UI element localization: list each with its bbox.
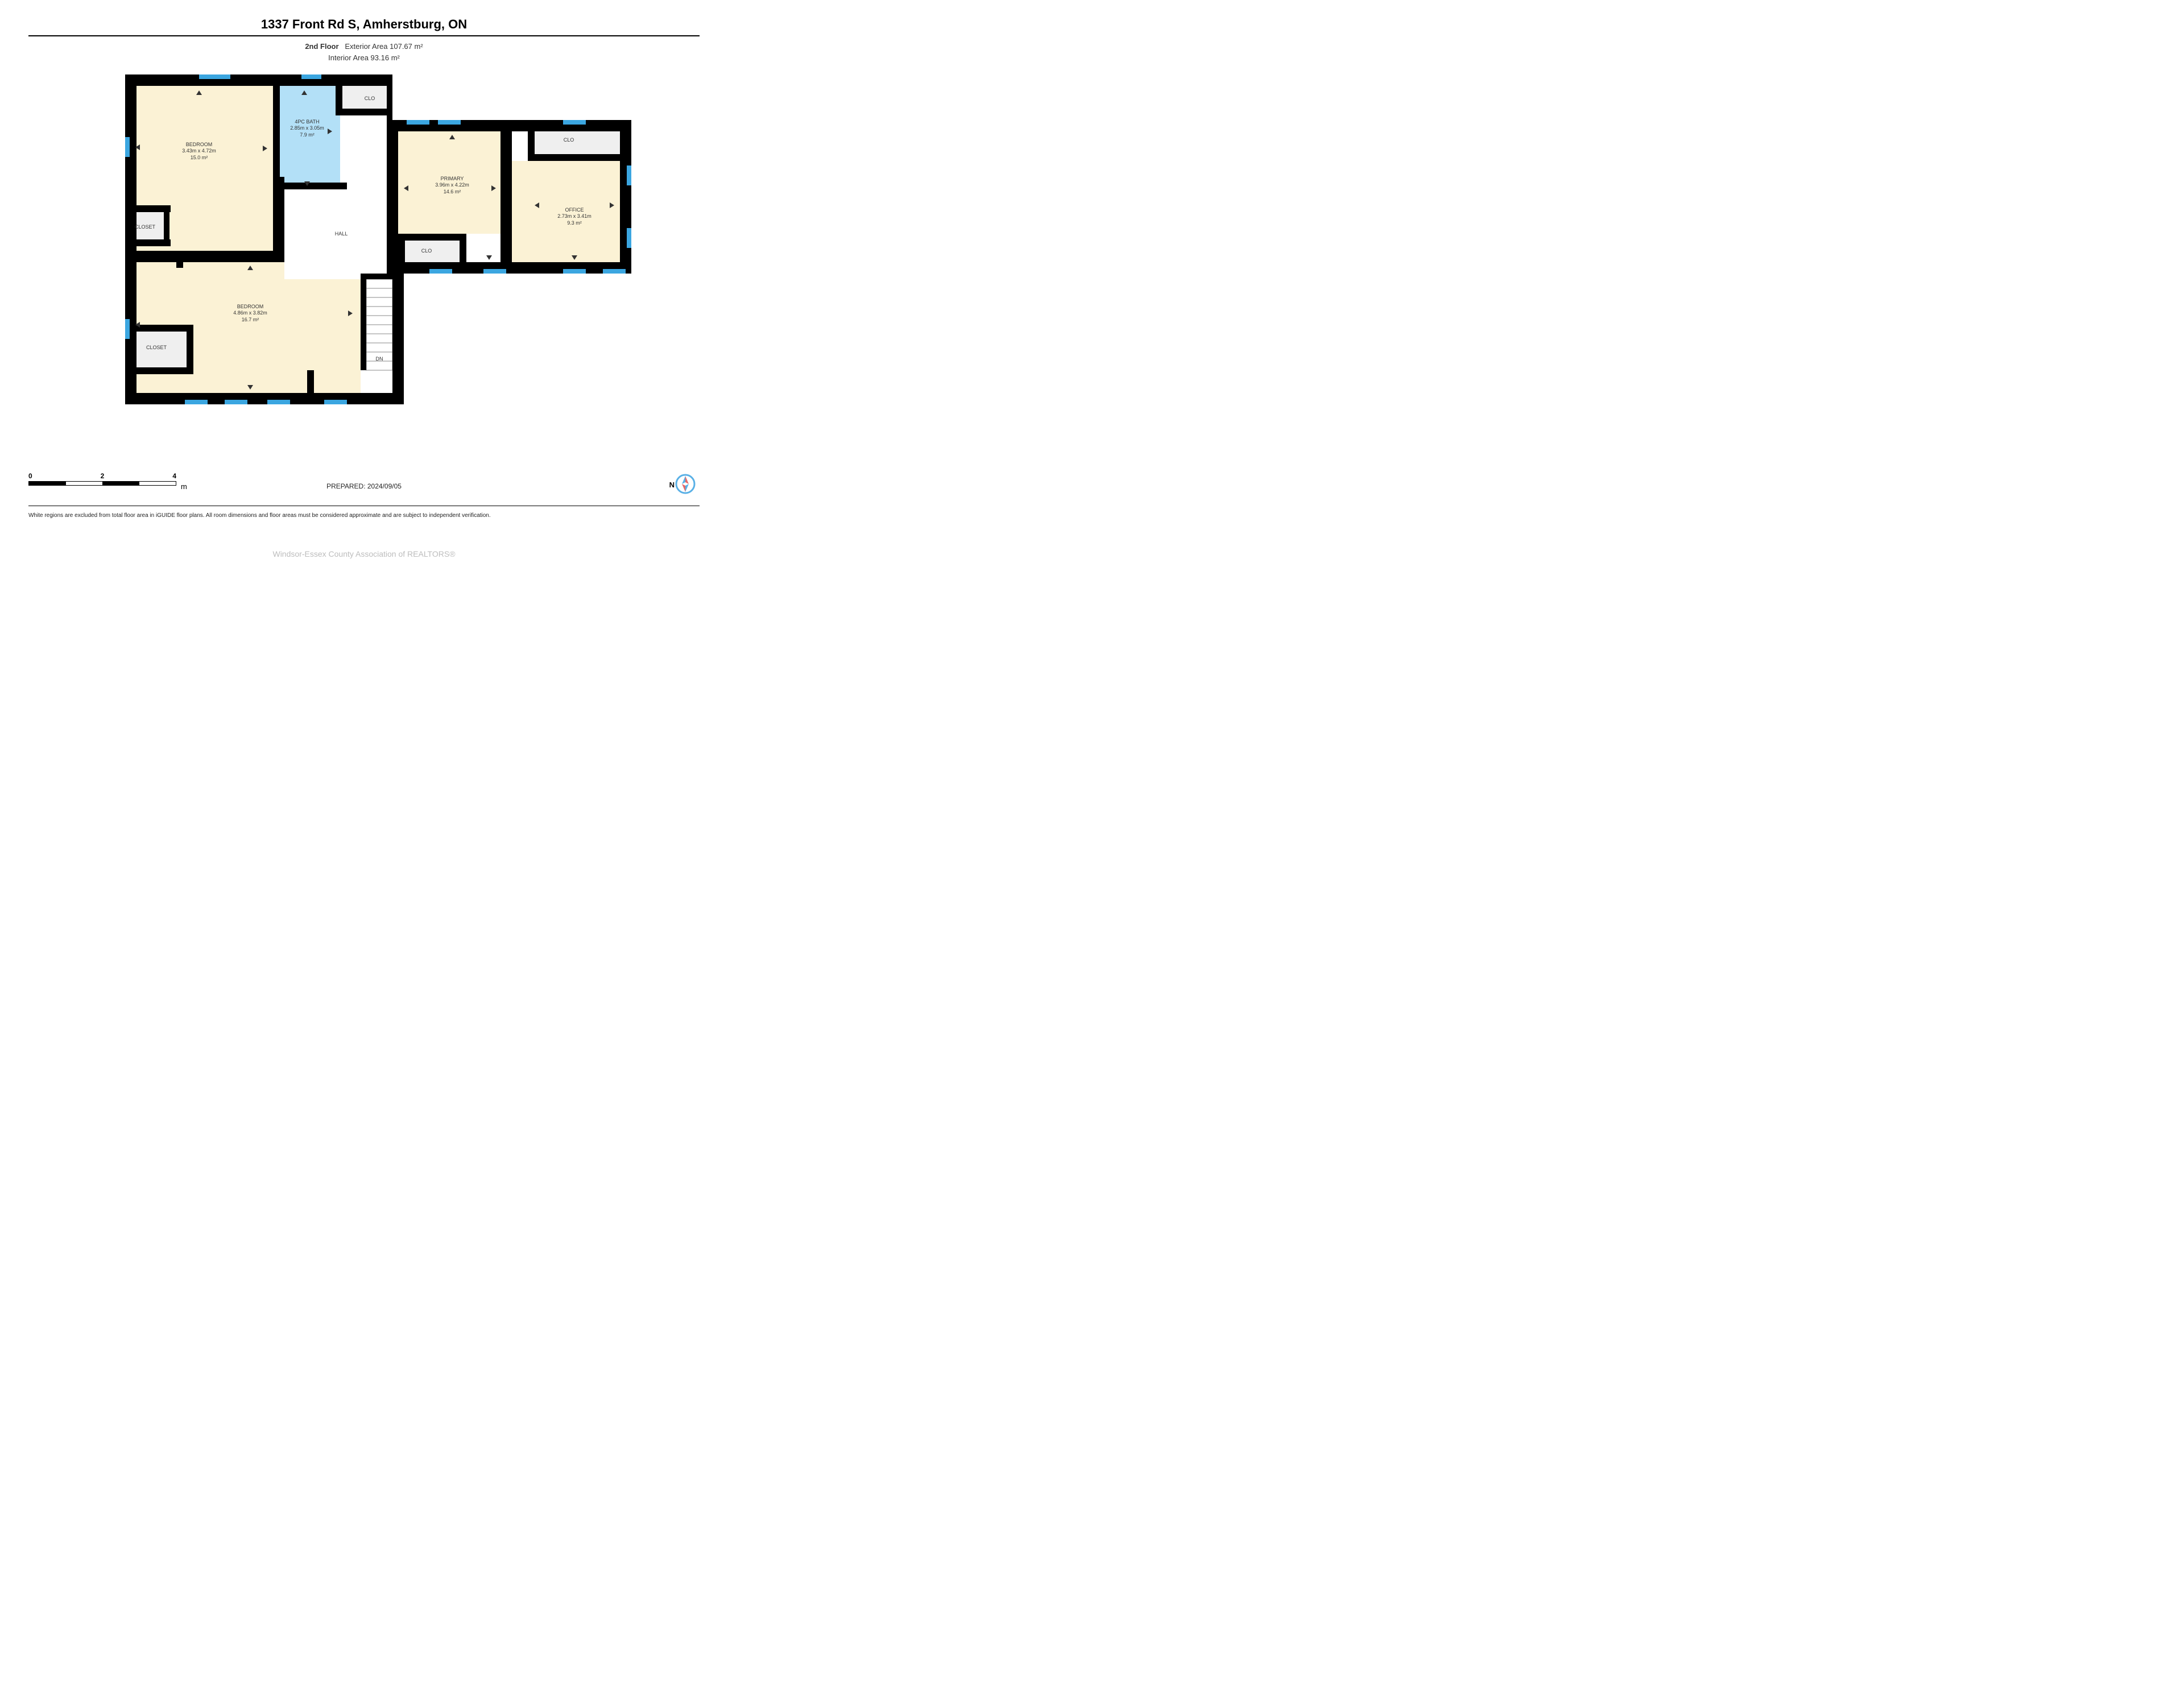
scale-bar: 0 2 4 m — [28, 472, 199, 495]
room-label-office: OFFICE2.73m x 3.41m9.3 m² — [557, 207, 592, 226]
room-label-stairs_dn: DN — [376, 356, 383, 362]
page-title: 1337 Front Rd S, Amherstburg, ON — [28, 17, 700, 32]
room-label-closet_ml: CLOSET — [135, 224, 155, 230]
watermark: Windsor-Essex County Association of REAL… — [0, 549, 728, 558]
interior-area: Interior Area 93.16 m² — [328, 53, 400, 62]
prepared-date: PREPARED: 2024/09/05 — [326, 482, 402, 490]
floor-label: 2nd Floor — [305, 42, 338, 51]
exterior-area: Exterior Area 107.67 m² — [345, 42, 423, 51]
scale-unit: m — [181, 482, 187, 491]
disclaimer-text: White regions are excluded from total fl… — [28, 512, 700, 519]
scale-seg — [102, 482, 139, 485]
scale-tick-2: 4 — [172, 472, 176, 480]
scale-seg — [139, 482, 176, 485]
floor-info: 2nd Floor Exterior Area 107.67 m² Interi… — [28, 41, 700, 63]
room-label-clo_primary_bot: CLO — [421, 248, 432, 254]
room-label-bath: 4PC BATH2.85m x 3.05m7.9 m² — [290, 119, 324, 138]
compass-icon — [671, 474, 700, 497]
scale-seg — [29, 482, 66, 485]
room-label-primary: PRIMARY3.96m x 4.22m14.6 m² — [435, 176, 469, 195]
room-label-closet_bl: CLOSET — [146, 345, 167, 350]
room-label-clo_top: CLO — [365, 96, 375, 101]
scale-tick-0: 0 — [28, 472, 32, 480]
room-label-hall: HALL — [335, 231, 348, 237]
title-rule — [28, 35, 700, 36]
room-label-bedroom_bl: BEDROOM4.86m x 3.82m16.7 m² — [233, 304, 267, 323]
scale-tick-1: 2 — [101, 472, 105, 480]
room-label-bedroom_tl: BEDROOM3.43m x 4.72m15.0 m² — [182, 142, 216, 161]
room-label-clo_primary_top: CLO — [564, 137, 574, 143]
scale-seg — [66, 482, 103, 485]
page: 1337 Front Rd S, Amherstburg, ON 2nd Flo… — [28, 17, 700, 546]
floorplan-svg — [91, 74, 637, 421]
floorplan: BEDROOM3.43m x 4.72m15.0 m² 4PC BATH2.85m… — [91, 74, 637, 421]
